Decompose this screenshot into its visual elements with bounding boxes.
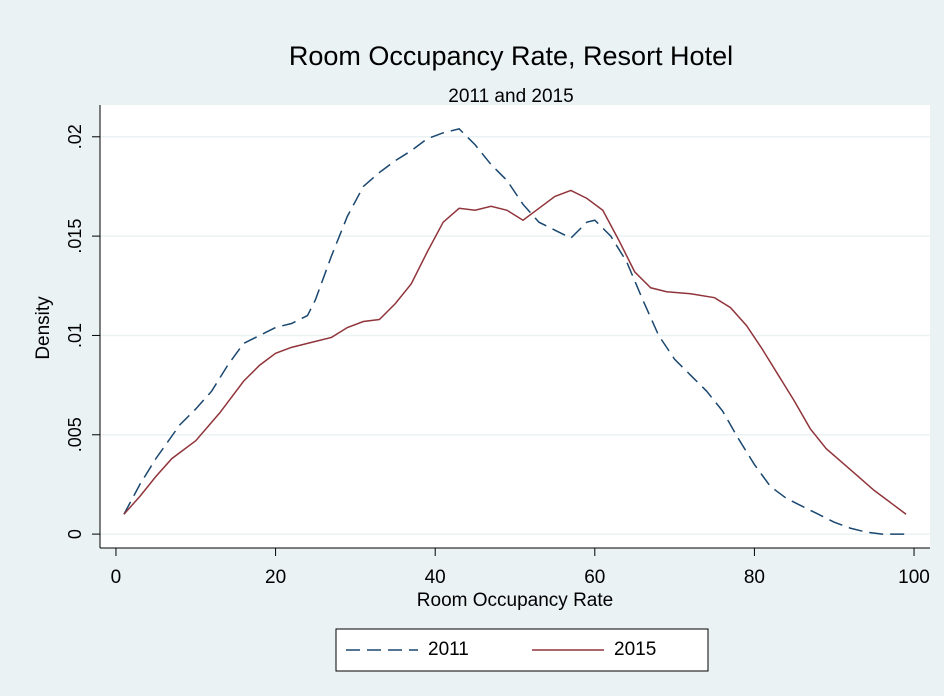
legend-label: 2015 — [614, 639, 656, 660]
x-tick-label: 20 — [265, 567, 286, 588]
x-tick-label: 40 — [425, 567, 446, 588]
chart-subtitle: 2011 and 2015 — [448, 86, 573, 107]
series-line — [123, 189, 907, 515]
y-tick-label: .01 — [65, 323, 85, 348]
chart-title: Room Occupancy Rate, Resort Hotel — [289, 41, 733, 71]
y-tick-label: .015 — [65, 219, 85, 254]
series-line — [123, 128, 907, 535]
x-tick-label: 0 — [111, 567, 122, 588]
y-tick-label: 0 — [65, 529, 85, 539]
x-tick-label: 80 — [744, 567, 765, 588]
y-tick-label: .005 — [65, 417, 85, 452]
plot-area — [100, 105, 930, 548]
legend-label: 2011 — [428, 639, 469, 660]
y-axis-label: Density — [33, 296, 54, 360]
x-axis-label: Room Occupancy Rate — [417, 590, 613, 611]
y-tick-label: .02 — [65, 124, 85, 149]
x-tick-label: 60 — [584, 567, 605, 588]
x-tick-label: 100 — [898, 567, 930, 588]
